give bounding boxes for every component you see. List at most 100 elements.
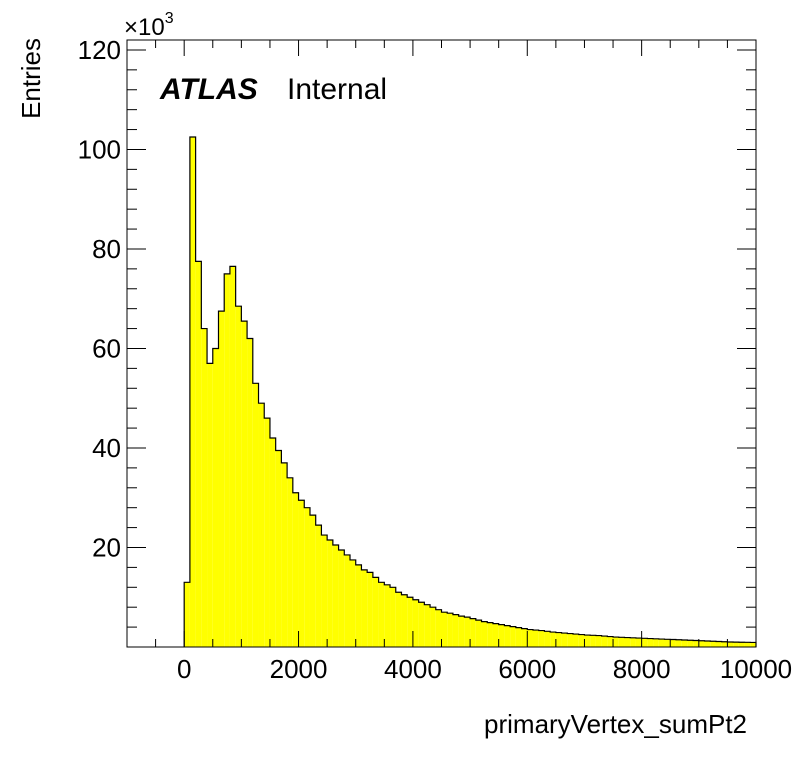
- histogram-bar: [641, 638, 648, 647]
- y-tick-label: 60: [92, 333, 121, 363]
- histogram-bar: [664, 639, 671, 647]
- histogram-bar: [350, 559, 356, 647]
- histogram-bar: [635, 638, 642, 647]
- histogram-bar: [590, 635, 596, 647]
- histogram-bar: [464, 617, 471, 647]
- x-tick-label: 8000: [613, 654, 671, 684]
- x-tick-label: 6000: [498, 654, 556, 684]
- histogram-bar: [704, 641, 711, 647]
- histogram-bar: [498, 624, 505, 647]
- x-tick-label: 0: [177, 654, 191, 684]
- histogram-bar: [384, 584, 391, 647]
- histogram-bar: [607, 636, 614, 647]
- histogram-bar: [567, 633, 574, 647]
- y-multiplier: ×103: [124, 10, 174, 41]
- x-tick-label: 2000: [270, 654, 328, 684]
- histogram-bar: [675, 639, 682, 647]
- histogram-bar: [504, 625, 511, 647]
- histogram-bar: [218, 311, 225, 647]
- histogram-bar: [195, 261, 202, 647]
- histogram-bar: [744, 642, 751, 647]
- histogram-bar: [647, 638, 654, 647]
- histogram-bar: [710, 641, 716, 647]
- histogram-bar: [309, 515, 316, 647]
- histogram-bar: [304, 507, 310, 647]
- histogram-bar: [521, 628, 528, 647]
- internal-label: Internal: [287, 73, 387, 106]
- histogram-bar: [372, 577, 379, 647]
- histogram-bar: [390, 587, 396, 647]
- histogram-bar: [395, 592, 402, 647]
- histogram-bar: [332, 545, 339, 647]
- histogram-bar: [630, 637, 636, 647]
- histogram-bar: [670, 639, 676, 647]
- y-tick-label: 120: [78, 35, 121, 65]
- histogram-bar: [355, 564, 362, 647]
- histogram-outline: [183, 136, 757, 647]
- histogram-bar: [252, 383, 259, 647]
- histogram-bar: [287, 477, 293, 647]
- histogram-bar: [555, 632, 562, 647]
- histogram-bar: [681, 640, 688, 647]
- y-tick-label: 80: [92, 234, 121, 264]
- histogram-bar: [224, 273, 230, 647]
- histogram-bar: [658, 639, 665, 647]
- histogram-bar: [550, 632, 556, 647]
- histogram-bar: [298, 500, 305, 647]
- histogram-bar: [327, 540, 333, 647]
- histogram-bar: [184, 582, 190, 647]
- histogram-bar: [418, 602, 425, 647]
- histogram-bar: [321, 535, 328, 647]
- histogram-bar: [264, 418, 270, 647]
- histogram-bar: [492, 623, 499, 647]
- histogram-bar: [653, 638, 659, 647]
- histogram-bar: [624, 637, 631, 647]
- histogram-bar: [750, 642, 756, 647]
- y-tick-label: 20: [92, 532, 121, 562]
- histogram-bar: [430, 607, 436, 647]
- histogram-bar: [235, 306, 242, 647]
- histogram-bar: [475, 620, 482, 647]
- y-tick-label: 40: [92, 433, 121, 463]
- histogram-bar: [247, 338, 253, 647]
- histogram-bar: [292, 492, 299, 647]
- histogram-bar: [481, 621, 488, 647]
- y-tick-label: 100: [78, 134, 121, 164]
- histogram-bar: [721, 641, 728, 647]
- axes: 0 2000 4000 6000 8000 10000 20 40 60 80 100 120: [78, 35, 793, 684]
- atlas-label: ATLAS: [159, 73, 258, 106]
- histogram-bar: [573, 634, 579, 647]
- histogram-bar: [212, 348, 219, 647]
- histogram-bar: [687, 640, 694, 647]
- histogram-bar: [578, 634, 585, 647]
- histogram-bar: [378, 582, 385, 647]
- histogram-bar: [487, 622, 493, 647]
- histogram-bar: [470, 618, 476, 647]
- histogram-bar: [527, 629, 533, 647]
- histogram-bar: [344, 554, 351, 647]
- histogram-bar: [241, 321, 248, 647]
- histogram-bar: [452, 614, 459, 647]
- y-multiplier-base: ×10: [124, 14, 165, 41]
- histogram-bar: [601, 636, 608, 647]
- histogram-bar: [458, 616, 465, 647]
- histogram-bar: [538, 630, 545, 647]
- histogram-bar: [618, 637, 625, 647]
- histogram-bar: [698, 640, 705, 647]
- histogram-bar: [401, 594, 408, 647]
- plot-area: [183, 136, 757, 647]
- histogram-bar: [441, 612, 448, 647]
- x-tick-label: 4000: [384, 654, 442, 684]
- histogram-bar: [269, 438, 276, 647]
- histogram-bar: [424, 604, 431, 647]
- histogram-bar: [733, 642, 739, 647]
- histogram-bar: [189, 137, 196, 647]
- histogram-bar: [367, 572, 373, 647]
- histogram-bar: [361, 569, 368, 647]
- histogram-bar: [275, 450, 282, 647]
- histogram-bar: [595, 635, 602, 647]
- histogram-bar: [201, 328, 208, 647]
- histogram-bar: [532, 630, 539, 647]
- histogram-bar: [515, 627, 522, 647]
